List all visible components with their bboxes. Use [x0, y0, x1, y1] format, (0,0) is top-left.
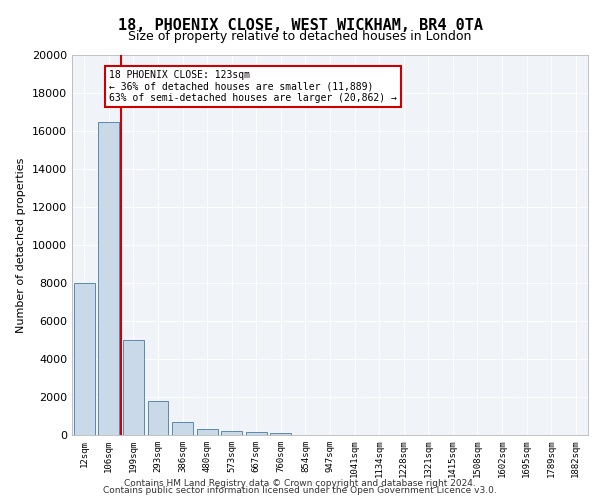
Bar [221, 431, 242, 435]
Bar [197, 430, 218, 435]
Bar [246, 432, 267, 435]
Text: Size of property relative to detached houses in London: Size of property relative to detached ho… [128, 30, 472, 43]
Text: Contains HM Land Registry data © Crown copyright and database right 2024.: Contains HM Land Registry data © Crown c… [124, 478, 476, 488]
Y-axis label: Number of detached properties: Number of detached properties [16, 158, 26, 332]
Text: 18 PHOENIX CLOSE: 123sqm
← 36% of detached houses are smaller (11,889)
63% of se: 18 PHOENIX CLOSE: 123sqm ← 36% of detach… [109, 70, 397, 103]
Text: Contains public sector information licensed under the Open Government Licence v3: Contains public sector information licen… [103, 486, 497, 495]
Bar [148, 401, 169, 435]
Bar [74, 283, 95, 435]
Bar [98, 122, 119, 435]
Bar [271, 433, 292, 435]
Bar [123, 340, 144, 435]
Text: 18, PHOENIX CLOSE, WEST WICKHAM, BR4 0TA: 18, PHOENIX CLOSE, WEST WICKHAM, BR4 0TA [118, 18, 482, 32]
Bar [172, 422, 193, 435]
